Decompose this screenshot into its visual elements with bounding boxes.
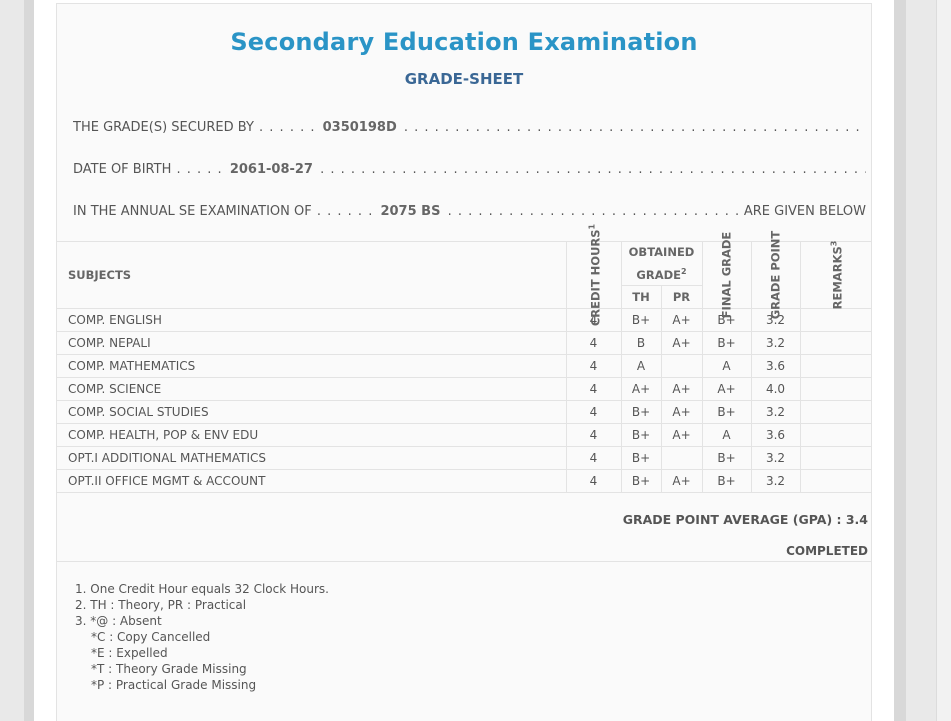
- page: Secondary Education Examination GRADE-SH…: [34, 0, 894, 721]
- table-row: COMP. HEALTH, POP & ENV EDU 4 B+ A+ A 3.6: [57, 423, 873, 447]
- exam-tail: ARE GIVEN BELOW: [743, 204, 866, 219]
- header-pr: PR: [660, 285, 703, 309]
- header-subjects: SUBJECTS: [57, 241, 567, 309]
- footnote-item: *P : Practical Grade Missing: [91, 678, 257, 692]
- exam-label: IN THE ANNUAL SE EXAMINATION OF: [73, 204, 312, 219]
- background-left-border: [24, 0, 34, 721]
- footnote-item: *E : Expelled: [91, 646, 168, 660]
- table-row: COMP. MATHEMATICS 4 A A 3.6: [57, 354, 873, 378]
- page-title: Secondary Education Examination: [230, 28, 698, 56]
- footnote-item: *T : Theory Grade Missing: [91, 662, 247, 676]
- header-credit-hours: CREDIT HOURS1: [565, 224, 622, 326]
- background-right-border: [894, 0, 906, 721]
- header-obtained-grade: OBTAINED GRADE2: [620, 241, 703, 286]
- footnotes: 1. One Credit Hour equals 32 Clock Hours…: [75, 581, 329, 693]
- dob-label: DATE OF BIRTH: [73, 162, 172, 177]
- grades-table: SUBJECTS CREDIT HOURS1 OBTAINED GRADE2 F…: [57, 224, 873, 493]
- secured-label: THE GRADE(S) SECURED BY: [73, 120, 254, 135]
- dob-value: 2061-08-27: [229, 162, 313, 177]
- footnote-item: *C : Copy Cancelled: [91, 630, 211, 644]
- exam-year: 2075 BS: [380, 204, 441, 219]
- footnote-item: 2. TH : Theory, PR : Practical: [75, 598, 247, 612]
- table-row: COMP. SOCIAL STUDIES 4 B+ A+ B+ 3.2: [57, 400, 873, 424]
- table-row: OPT.II OFFICE MGMT & ACCOUNT 4 B+ A+ B+ 3.2: [57, 469, 873, 493]
- table-row: COMP. ENGLISH 4 B+ A+ B+ 3.2: [57, 308, 873, 332]
- footnote-item: 3. *@ : Absent: [75, 614, 162, 628]
- info-date-of-birth: DATE OF BIRTH . . . . . 2061-08-27 . . .…: [73, 162, 866, 177]
- table-row: COMP. NEPALI 4 B A+ B+ 3.2: [57, 331, 873, 355]
- symbol-number: 0350198D: [322, 120, 397, 135]
- info-exam: IN THE ANNUAL SE EXAMINATION OF . . . . …: [73, 204, 866, 219]
- gpa-text: GRADE POINT AVERAGE (GPA) : 3.4: [622, 512, 868, 527]
- header-grade-point: GRADE POINT: [750, 231, 801, 319]
- page-subtitle: GRADE-SHEET: [404, 70, 524, 88]
- header-final-grade: FINAL GRADE: [701, 232, 752, 318]
- header-remarks: REMARKS3: [799, 241, 873, 309]
- header-th: TH: [621, 285, 662, 309]
- table-row: OPT.I ADDITIONAL MATHEMATICS 4 B+ B+ 3.2: [57, 446, 873, 470]
- status-text: COMPLETED: [786, 544, 868, 558]
- grade-sheet: Secondary Education Examination GRADE-SH…: [56, 3, 873, 721]
- divider: [57, 561, 871, 562]
- footnote-item: 1. One Credit Hour equals 32 Clock Hours…: [75, 582, 329, 596]
- scrollbar-track[interactable]: [936, 0, 951, 721]
- info-secured-by: THE GRADE(S) SECURED BY . . . . . . 0350…: [73, 120, 866, 135]
- background-left: [0, 0, 24, 721]
- table-row: COMP. SCIENCE 4 A+ A+ A+ 4.0: [57, 377, 873, 401]
